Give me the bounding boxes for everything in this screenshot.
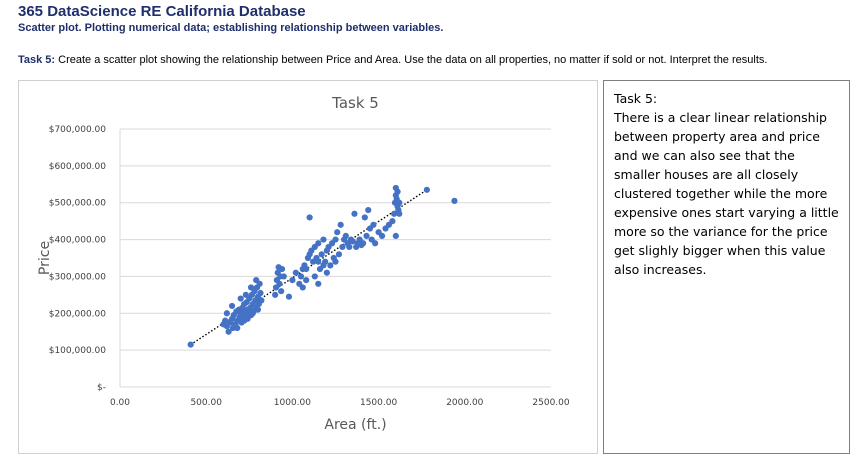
data-point xyxy=(249,310,256,317)
data-point xyxy=(315,280,322,287)
data-point xyxy=(225,328,232,335)
data-point xyxy=(222,317,229,324)
data-point xyxy=(332,236,339,243)
data-point xyxy=(318,251,325,258)
y-tick-label: $500,000.00 xyxy=(49,199,107,209)
data-point xyxy=(303,277,310,284)
task-instruction: Task 5: Create a scatter plot showing th… xyxy=(18,54,767,66)
data-point xyxy=(285,293,293,300)
data-point xyxy=(299,284,306,291)
data-point xyxy=(315,258,322,265)
y-tick-label: $400,000.00 xyxy=(49,236,107,246)
scatter-chart: $- $100,000.00 $200,000.00 $300,000.00 $400,… xyxy=(37,94,570,433)
task-text: Create a scatter plot showing the relati… xyxy=(58,54,768,66)
x-tick-label: 1500.00 xyxy=(360,398,397,408)
data-point xyxy=(339,243,346,251)
y-tick-label: $- xyxy=(97,383,106,393)
data-point xyxy=(315,240,322,247)
data-point xyxy=(392,232,399,239)
y-tick-label: $600,000.00 xyxy=(49,162,107,172)
chart-container[interactable]: $- $100,000.00 $200,000.00 $300,000.00 $400,… xyxy=(18,80,598,454)
data-point xyxy=(228,302,236,310)
data-point xyxy=(253,277,260,284)
y-tick-label: $100,000.00 xyxy=(49,346,107,356)
data-point xyxy=(359,240,367,247)
data-point xyxy=(351,210,358,217)
x-tick-label: 2500.00 xyxy=(532,398,569,408)
data-point xyxy=(423,186,430,193)
data-point xyxy=(370,221,377,228)
data-point xyxy=(346,243,353,251)
data-point xyxy=(391,210,398,217)
data-point xyxy=(306,214,313,221)
data-point xyxy=(311,273,318,280)
x-axis-label: Area (ft.) xyxy=(324,417,386,433)
chart-title: Task 5 xyxy=(331,94,379,112)
data-point xyxy=(292,269,299,276)
data-point xyxy=(187,341,194,348)
data-point xyxy=(234,324,241,332)
data-point xyxy=(378,232,386,239)
x-tick-label: 0.00 xyxy=(110,398,130,408)
data-point xyxy=(223,310,230,317)
data-point xyxy=(349,238,356,245)
data-point xyxy=(278,288,285,295)
page-title: 365 DataScience RE California Database xyxy=(18,3,306,20)
y-tick-label: $200,000.00 xyxy=(49,309,107,319)
data-point xyxy=(327,262,334,269)
data-point xyxy=(272,291,279,298)
data-point xyxy=(289,277,296,284)
interpretation-box[interactable]: Task 5: There is a clear linear relation… xyxy=(603,80,850,454)
x-tick-label: 500.00 xyxy=(190,398,222,408)
data-point xyxy=(332,258,339,265)
data-point xyxy=(365,206,372,214)
task-label: Task 5: xyxy=(18,54,56,66)
page-subtitle: Scatter plot. Plotting numerical data; e… xyxy=(18,22,444,34)
data-point xyxy=(335,251,343,258)
data-point xyxy=(258,297,265,304)
y-tick-label: $700,000.00 xyxy=(49,125,107,135)
data-point xyxy=(247,284,255,291)
interpretation-text: There is a clear linear relationship bet… xyxy=(614,110,839,277)
trendline xyxy=(190,189,428,346)
y-tick-label: $300,000.00 xyxy=(49,272,107,282)
data-point xyxy=(303,265,310,273)
data-point xyxy=(244,315,251,322)
data-point xyxy=(451,197,458,204)
data-point xyxy=(342,232,349,239)
data-point xyxy=(396,199,403,206)
data-point xyxy=(320,262,327,269)
data-point xyxy=(361,214,368,221)
data-point xyxy=(394,188,401,195)
data-point xyxy=(276,280,283,287)
data-point xyxy=(323,269,330,276)
data-point xyxy=(396,210,403,217)
data-point xyxy=(257,289,264,297)
data-point xyxy=(237,295,244,302)
data-point xyxy=(280,273,287,280)
interpretation-heading: Task 5: xyxy=(614,91,658,106)
data-point xyxy=(372,240,379,247)
data-point xyxy=(334,229,341,236)
data-point xyxy=(389,218,396,225)
x-tick-label: 2000.00 xyxy=(446,398,483,408)
data-point xyxy=(242,291,249,298)
x-tick-label: 1000.00 xyxy=(274,398,311,408)
y-axis-label: Price xyxy=(37,241,53,275)
data-point xyxy=(337,221,344,228)
data-point xyxy=(320,236,327,243)
data-point xyxy=(297,273,305,280)
data-point xyxy=(278,265,286,273)
data-point xyxy=(363,232,370,239)
data-point xyxy=(254,306,262,313)
